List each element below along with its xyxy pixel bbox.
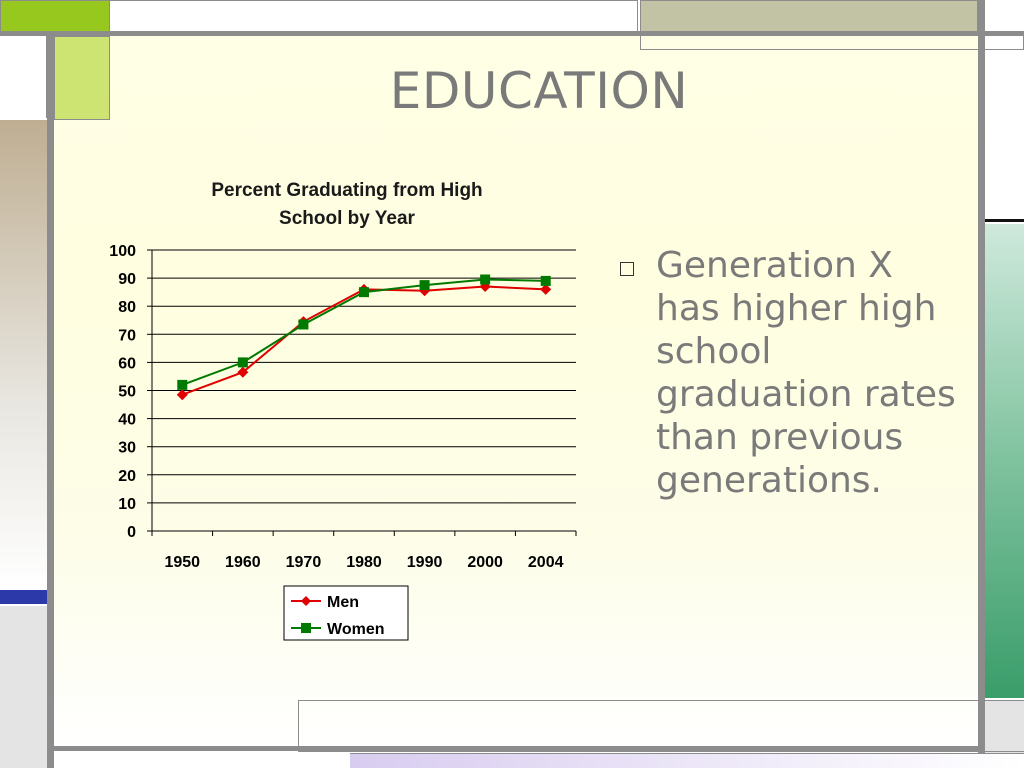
bottom-outline-block [298, 700, 1024, 752]
x-tick-label: 1950 [164, 554, 200, 571]
left-white-block [0, 36, 47, 118]
x-tick-label: 1990 [407, 554, 443, 571]
y-tick-label: 70 [118, 327, 136, 344]
y-tick-label: 50 [118, 384, 136, 401]
y-tick-label: 0 [127, 524, 136, 541]
chart-legend: Men Women [283, 585, 409, 641]
data-point-women [540, 275, 551, 286]
data-point-women [177, 379, 188, 390]
y-tick-label: 80 [118, 299, 136, 316]
data-point-women [298, 319, 309, 330]
x-tick-label: 1960 [225, 554, 261, 571]
data-point-women [419, 280, 430, 291]
x-tick-label: 2000 [467, 554, 503, 571]
legend-label-men: Men [327, 594, 359, 611]
x-tick-label: 1980 [346, 554, 382, 571]
y-tick-label: 30 [118, 440, 136, 457]
y-tick-labels: 0 10 20 30 40 50 60 70 80 90 100 [109, 243, 136, 541]
right-white-block [985, 50, 1024, 220]
legend-marker-women [301, 623, 311, 633]
chart-title-line: Percent Graduating from High [211, 180, 482, 201]
top-horizontal-bar [0, 31, 1024, 36]
x-tick-labels: 1950 1960 1970 1980 1990 2000 2004 [164, 554, 563, 571]
x-tick-label: 1970 [286, 554, 322, 571]
chart-gridlines [152, 249, 576, 504]
top-left-green-block [0, 0, 110, 32]
left-bottom-gray-block [0, 606, 47, 768]
right-black-line [985, 219, 1024, 222]
data-point-women [237, 357, 248, 368]
series-line-men [181, 285, 546, 396]
data-point-men [540, 283, 552, 295]
left-blue-stripe [0, 590, 47, 604]
y-tick-label: 40 [118, 412, 136, 429]
y-tick-label: 100 [109, 243, 136, 260]
y-tick-label: 20 [118, 468, 136, 485]
slide-title: EDUCATION [389, 62, 689, 120]
data-point-men [176, 389, 188, 401]
x-tick-label: 2004 [528, 554, 564, 571]
chart-title-line: School by Year [279, 208, 415, 229]
y-tick-label: 90 [118, 271, 136, 288]
top-olive-block [640, 0, 978, 34]
bullet-text: Generation X has higher high school grad… [656, 245, 956, 501]
left-tan-block [0, 120, 47, 590]
chart-series [176, 274, 552, 401]
data-point-women [359, 287, 369, 298]
right-vertical-bar [978, 0, 985, 768]
legend-marker-men [301, 596, 311, 606]
square-bullet-icon [620, 262, 634, 276]
bottom-lavender-block [350, 753, 1024, 768]
left-green-accent-block [54, 36, 110, 120]
right-teal-block [985, 224, 1024, 698]
left-vertical-bar [47, 31, 54, 768]
data-point-women [480, 274, 491, 285]
data-point-men [237, 366, 249, 378]
y-tick-label: 10 [118, 496, 136, 513]
legend-label-women: Women [327, 621, 384, 638]
y-tick-label: 60 [118, 355, 136, 372]
chart-axes [147, 249, 577, 536]
bottom-horizontal-bar [47, 746, 985, 751]
chart-title: Percent Graduating from High School by Ye… [211, 180, 482, 229]
